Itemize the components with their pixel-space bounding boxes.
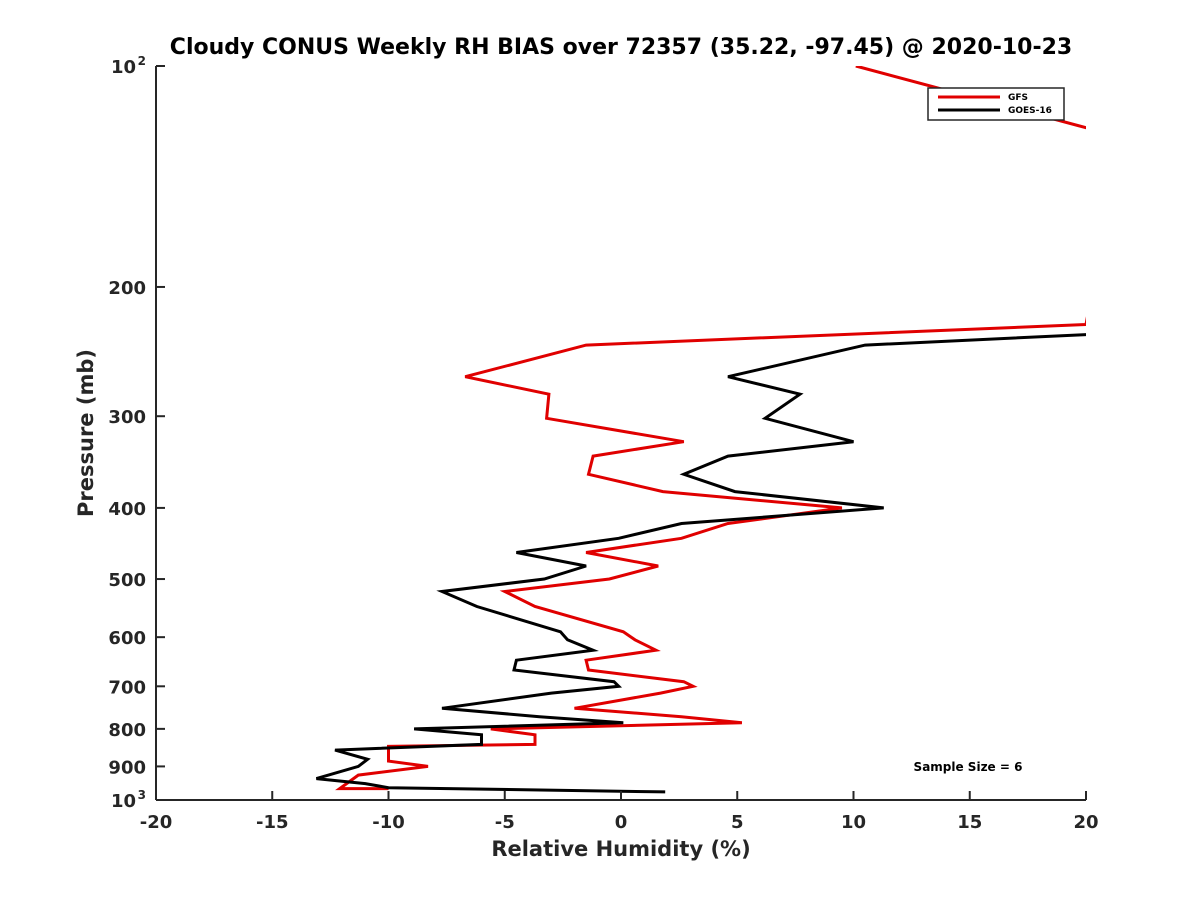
legend-box	[927, 87, 1065, 121]
y-tick-label: 200	[108, 278, 146, 299]
legend: GFS GOES-16	[927, 87, 1065, 121]
series-line-goes16	[315, 333, 1086, 794]
sample-size-annotation: Sample Size = 6	[914, 760, 1023, 774]
y-tick-label: 10	[111, 791, 136, 812]
x-tick-label: -5	[495, 812, 515, 833]
legend-label-gfs: GFS	[1008, 93, 1028, 103]
legend-label-goes16: GOES-16	[1008, 106, 1052, 116]
y-tick-label: 300	[108, 407, 146, 428]
x-tick-label: -20	[140, 812, 173, 833]
y-tick-label: 600	[108, 628, 146, 649]
y-axis-label: Pressure (mb)	[74, 349, 98, 517]
x-tick-label: 10	[841, 812, 866, 833]
y-tick-label: 500	[108, 570, 146, 591]
x-ticks: -20 -15 -10 -5 0 5 10 15 20	[140, 791, 1099, 833]
y-tick-exponent: 3	[138, 788, 146, 802]
x-tick-label: 5	[731, 812, 744, 833]
y-tick-exponent: 2	[138, 54, 146, 68]
x-tick-label: 15	[957, 812, 982, 833]
x-tick-label: 0	[615, 812, 628, 833]
series-layer	[315, 66, 1086, 794]
y-tick-label: 800	[108, 720, 146, 741]
x-tick-label: 20	[1073, 812, 1098, 833]
x-tick-label: -10	[372, 812, 405, 833]
x-axis-label: Relative Humidity (%)	[491, 837, 750, 861]
y-tick-label: 900	[108, 757, 146, 778]
x-tick-label: -15	[256, 812, 289, 833]
axes	[155, 66, 1086, 801]
chart-title: Cloudy CONUS Weekly RH BIAS over 72357 (…	[170, 35, 1072, 60]
y-tick-label: 700	[108, 677, 146, 698]
series-line-gfs	[335, 66, 1086, 791]
y-tick-label: 10	[111, 57, 136, 78]
y-tick-label: 400	[108, 499, 146, 520]
